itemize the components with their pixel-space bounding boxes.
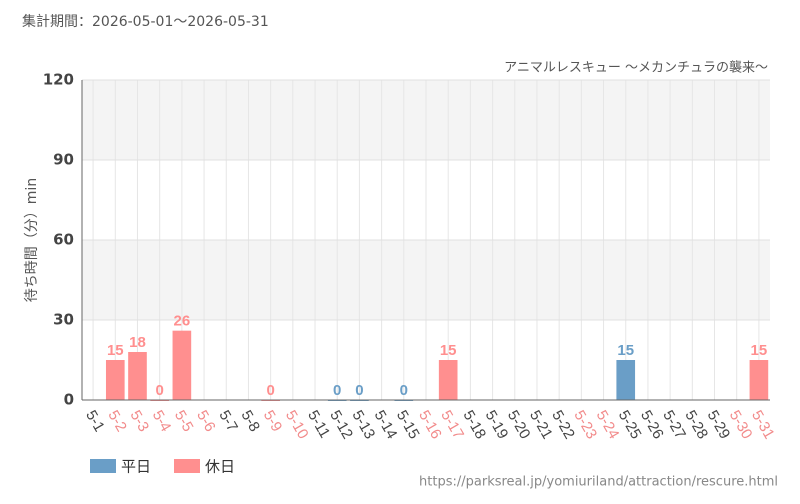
y-axis-label: 待ち時間（分）min bbox=[24, 178, 40, 302]
bar bbox=[749, 360, 769, 400]
bar bbox=[172, 330, 192, 400]
x-tick-label: 5-17 bbox=[437, 407, 467, 442]
subtitle: アニマルレスキュー ～メカンチュラの襲来～ bbox=[504, 60, 768, 76]
x-tick-label: 5-15 bbox=[393, 407, 423, 442]
y-tick-label: 120 bbox=[43, 71, 74, 89]
x-tick-label: 5-10 bbox=[282, 407, 312, 442]
x-tick-label: 5-30 bbox=[726, 407, 756, 442]
legend-label: 休日 bbox=[205, 458, 235, 476]
x-tick-label: 5-12 bbox=[326, 407, 356, 442]
x-tick-label: 5-16 bbox=[415, 407, 445, 442]
x-tick-label: 5-24 bbox=[593, 407, 623, 442]
y-tick-label: 60 bbox=[53, 231, 74, 249]
x-tick-label: 5-23 bbox=[570, 407, 600, 442]
value-label: 15 bbox=[440, 342, 457, 359]
x-tick-label: 5-3 bbox=[127, 407, 153, 434]
y-tick-label: 0 bbox=[64, 391, 74, 409]
x-tick-label: 5-31 bbox=[748, 407, 778, 442]
legend-swatch bbox=[90, 459, 116, 473]
x-tick-label: 5-28 bbox=[681, 407, 711, 442]
bar bbox=[105, 360, 125, 400]
value-label: 26 bbox=[174, 313, 191, 330]
value-label: 15 bbox=[107, 342, 124, 359]
legend-swatch bbox=[174, 459, 200, 473]
bar bbox=[438, 360, 458, 400]
x-tick-label: 5-8 bbox=[238, 407, 264, 434]
value-label: 0 bbox=[333, 382, 341, 399]
x-tick-label: 5-1 bbox=[82, 407, 108, 434]
x-tick-label: 5-26 bbox=[637, 407, 667, 442]
x-tick-label: 5-25 bbox=[615, 407, 645, 442]
value-label: 18 bbox=[129, 334, 146, 351]
legend-label: 平日 bbox=[121, 458, 151, 476]
x-tick-label: 5-9 bbox=[260, 407, 286, 434]
bar bbox=[616, 360, 636, 400]
x-tick-label: 5-29 bbox=[704, 407, 734, 442]
x-tick-label: 5-5 bbox=[171, 407, 197, 434]
x-tick-label: 5-6 bbox=[193, 407, 219, 434]
x-tick-label: 5-27 bbox=[659, 407, 689, 442]
value-label: 0 bbox=[156, 382, 164, 399]
source-url: https://parksreal.jp/yomiuriland/attract… bbox=[419, 475, 778, 490]
x-tick-label: 5-18 bbox=[459, 407, 489, 442]
period: 集計期間：2026-05-01～2026-05-31 bbox=[22, 13, 269, 30]
x-tick-label: 5-2 bbox=[104, 407, 130, 434]
x-tick-label: 5-7 bbox=[215, 407, 241, 434]
bar bbox=[128, 352, 147, 400]
x-tick-label: 5-13 bbox=[349, 407, 379, 442]
y-tick-label: 90 bbox=[53, 151, 74, 169]
value-label: 0 bbox=[266, 382, 274, 399]
value-label: 15 bbox=[751, 342, 768, 359]
x-tick-label: 5-14 bbox=[371, 407, 401, 442]
x-tick-label: 5-4 bbox=[149, 407, 175, 434]
value-label: 0 bbox=[355, 382, 363, 399]
x-tick-label: 5-22 bbox=[548, 407, 578, 442]
value-label: 15 bbox=[617, 342, 634, 359]
x-tick-label: 5-19 bbox=[482, 407, 512, 442]
x-tick-label: 5-20 bbox=[504, 407, 534, 442]
x-tick-label: 5-11 bbox=[304, 407, 333, 441]
value-label: 0 bbox=[400, 382, 408, 399]
x-tick-label: 5-21 bbox=[526, 407, 556, 442]
y-tick-label: 30 bbox=[53, 311, 74, 329]
